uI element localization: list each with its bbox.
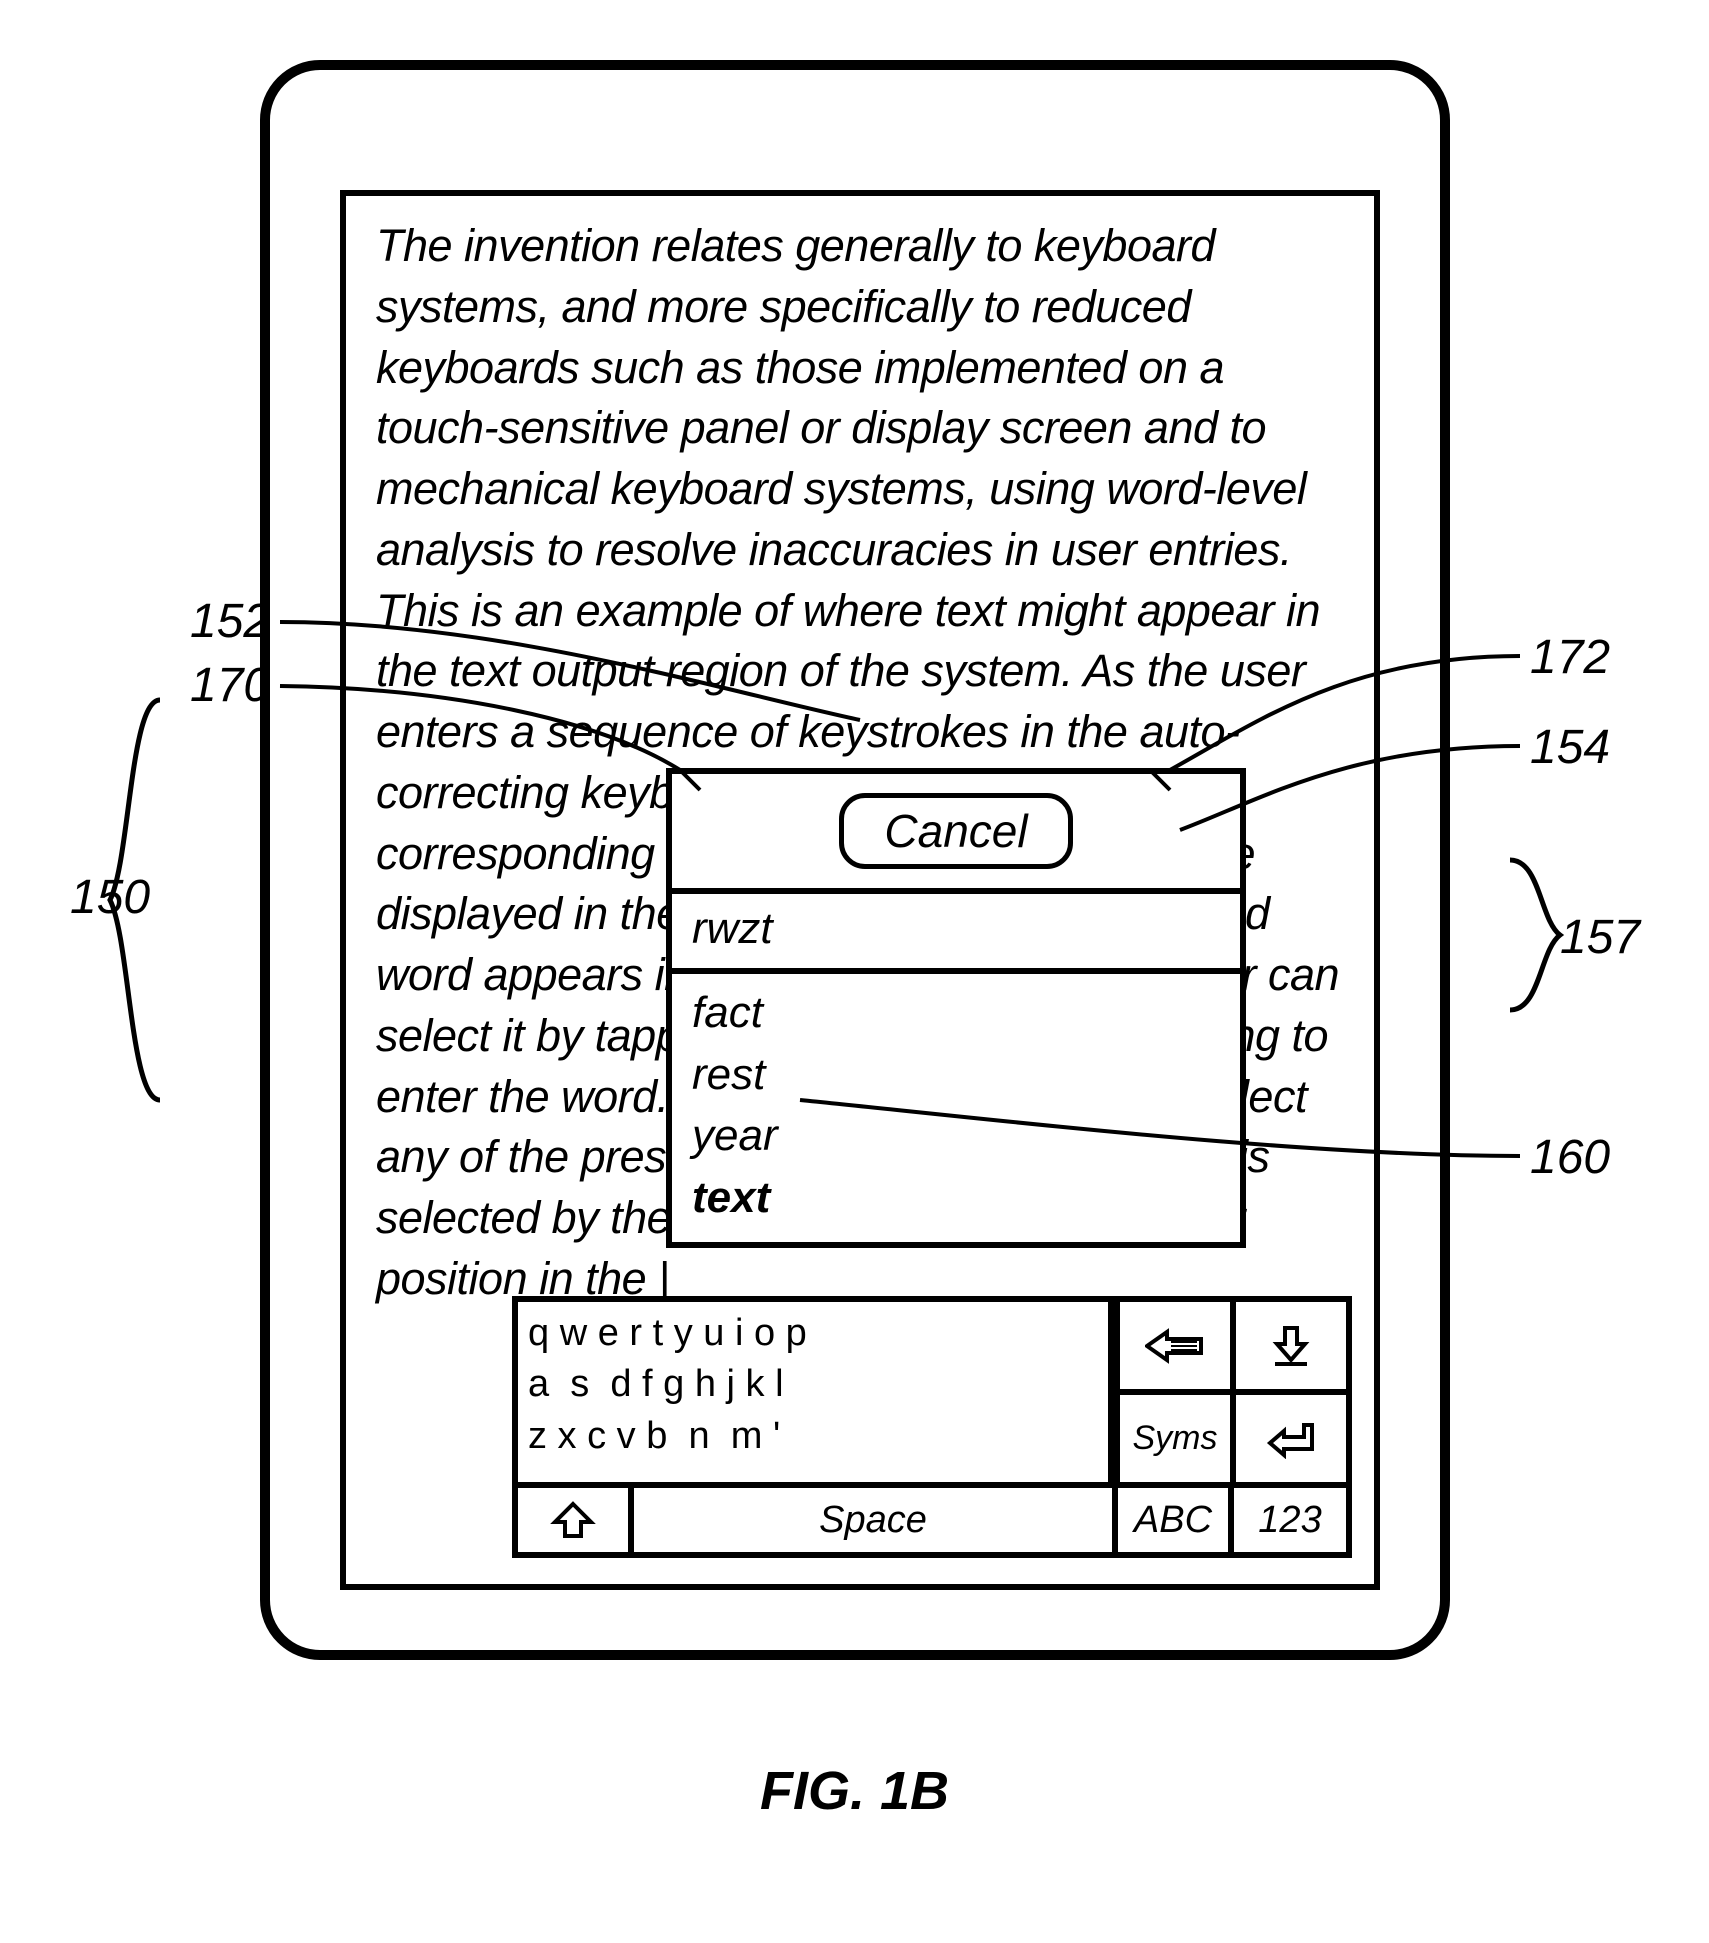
down-arrow-icon — [1269, 1324, 1313, 1368]
callout-160: 160 — [1530, 1130, 1610, 1185]
download-key[interactable] — [1230, 1302, 1346, 1395]
abc-key[interactable]: ABC — [1118, 1488, 1234, 1552]
enter-key[interactable] — [1230, 1395, 1346, 1482]
popup-candidate-list: fact rest year text — [672, 974, 1240, 1236]
callout-172: 172 — [1530, 630, 1610, 685]
popup-header: Cancel — [672, 774, 1240, 894]
screen: The invention relates generally to keybo… — [340, 190, 1380, 1590]
callout-152: 152 — [190, 594, 270, 649]
keyboard-row-3[interactable]: z x c v b n m ' — [528, 1411, 1098, 1462]
popup-input-value[interactable]: rwzt — [672, 894, 1240, 974]
shift-key[interactable] — [518, 1488, 634, 1552]
keyboard-letter-grid[interactable]: q w e r t y u i o p a s d f g h j k l z … — [518, 1302, 1114, 1482]
device-frame: The invention relates generally to keybo… — [260, 60, 1450, 1660]
syms-key[interactable]: Syms — [1114, 1395, 1230, 1482]
enter-icon — [1266, 1419, 1316, 1459]
callout-170: 170 — [190, 658, 270, 713]
num-key[interactable]: 123 — [1234, 1488, 1346, 1552]
figure-caption: FIG. 1B — [0, 1760, 1709, 1822]
keyboard-row-2[interactable]: a s d f g h j k l — [528, 1359, 1098, 1410]
callout-150: 150 — [70, 870, 150, 925]
candidate-item[interactable]: rest — [692, 1044, 1220, 1106]
space-key[interactable]: Space — [634, 1488, 1118, 1552]
keyboard-row-1[interactable]: q w e r t y u i o p — [528, 1308, 1098, 1359]
shift-icon — [549, 1500, 597, 1540]
callout-154: 154 — [1530, 720, 1610, 775]
candidate-item-selected[interactable]: text — [692, 1167, 1220, 1229]
word-choice-popup: Cancel rwzt fact rest year text — [666, 768, 1246, 1248]
onscreen-keyboard: q w e r t y u i o p a s d f g h j k l z … — [512, 1296, 1352, 1558]
candidate-item[interactable]: fact — [692, 982, 1220, 1044]
candidate-item[interactable]: year — [692, 1105, 1220, 1167]
backspace-icon — [1145, 1328, 1205, 1364]
callout-157: 157 — [1560, 910, 1640, 965]
cancel-button[interactable]: Cancel — [839, 793, 1072, 869]
backspace-key[interactable] — [1114, 1302, 1230, 1395]
